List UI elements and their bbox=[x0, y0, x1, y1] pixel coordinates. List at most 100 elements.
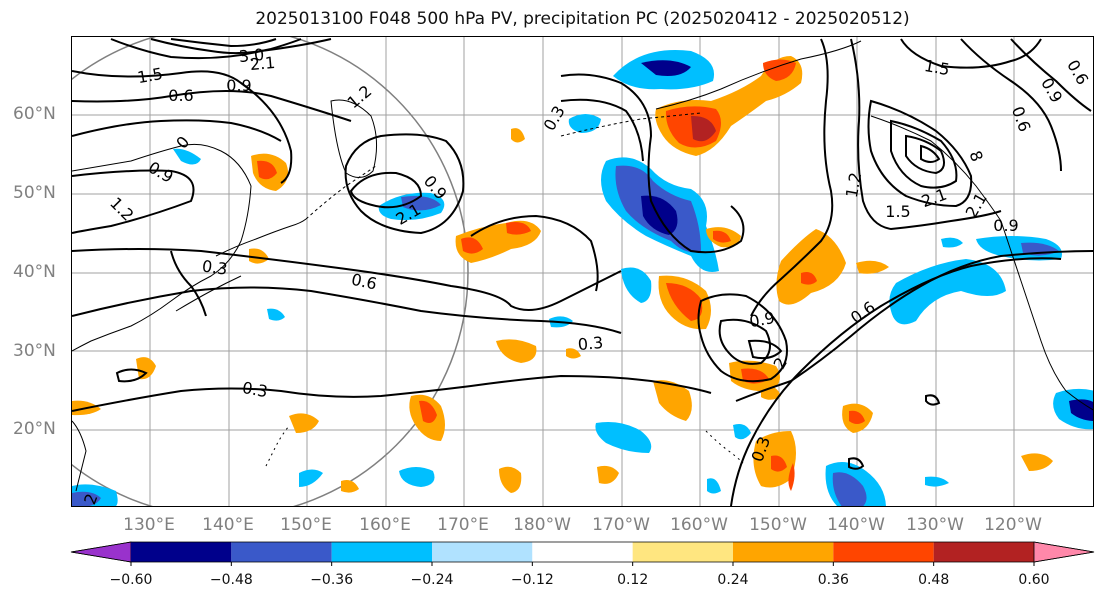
contour-label: 0.3 bbox=[241, 378, 269, 401]
precip-blob-pos bbox=[136, 357, 156, 380]
coastline-asia bbox=[72, 143, 252, 352]
contour-label: 0.9 bbox=[1037, 74, 1066, 106]
colorbar-tick-label: −0.24 bbox=[410, 572, 454, 588]
contour-label: 1.5 bbox=[923, 56, 951, 79]
precip-blob-neg bbox=[889, 259, 1006, 325]
pv-contour bbox=[925, 394, 941, 406]
precip-blob-pos bbox=[461, 237, 483, 254]
precip-blob-neg bbox=[401, 196, 441, 211]
pv-contour bbox=[730, 257, 1062, 506]
precip-blob-neg bbox=[707, 478, 721, 494]
lat-label-40n: 40°N bbox=[13, 262, 56, 282]
colorbar-segment bbox=[331, 542, 432, 562]
coastline-islands-pacific bbox=[265, 425, 290, 467]
precip-blob-neg bbox=[267, 308, 285, 321]
precip-blob-pos bbox=[713, 230, 731, 243]
precip-blob-pos bbox=[496, 339, 537, 363]
coastlines bbox=[72, 40, 1093, 492]
precip-blob-pos bbox=[249, 248, 269, 264]
coastline-japan bbox=[215, 218, 307, 257]
colorbar-tick-label: 0.48 bbox=[918, 572, 950, 588]
pv-contour bbox=[72, 169, 195, 234]
precip-blob-pos bbox=[653, 380, 692, 421]
precip-blob-neg bbox=[941, 237, 963, 248]
contour-label: 1.5 bbox=[136, 64, 164, 87]
lon-label-170w: 170°W bbox=[592, 515, 650, 535]
colorbar-tick-label: −0.36 bbox=[310, 572, 354, 588]
coastline-kamchatka bbox=[330, 99, 377, 178]
lon-label-130e: 130°E bbox=[123, 515, 175, 535]
precip-blob-pos bbox=[788, 463, 795, 491]
pv-contour bbox=[697, 293, 788, 383]
pv-contour bbox=[900, 38, 1042, 69]
pv-contour bbox=[890, 119, 958, 189]
precip-blob-pos bbox=[763, 59, 796, 81]
lat-label-50n: 50°N bbox=[13, 183, 56, 203]
pv-contour bbox=[150, 38, 302, 55]
contour-label: 0.6 bbox=[350, 270, 379, 294]
precip-blob-pos bbox=[566, 348, 581, 359]
precip-blob-neg bbox=[173, 148, 201, 165]
colorbar-tick-label: −0.48 bbox=[209, 572, 253, 588]
precip-blob-pos bbox=[289, 413, 319, 433]
coastline-north-america bbox=[1000, 220, 1093, 411]
contour-label: 1.2 bbox=[344, 81, 376, 112]
contour-label: 0.9 bbox=[748, 308, 776, 331]
colorbar-extend-min bbox=[70, 541, 132, 563]
colorbar-segment bbox=[231, 542, 332, 562]
pv-contour bbox=[560, 73, 745, 254]
precip-blob-pos bbox=[341, 480, 359, 493]
contour-label: 0.6 bbox=[168, 86, 193, 105]
map-panel: 3.0 2.1 1.5 0.6 0.9 1.2 0 0.9 1.2 0.3 0.… bbox=[71, 36, 1094, 507]
precip-blob-pos bbox=[856, 260, 889, 274]
colorbar-tick-label: 0.24 bbox=[717, 572, 749, 588]
lat-label-30n: 30°N bbox=[13, 341, 56, 361]
precip-blob-pos bbox=[776, 229, 846, 305]
range-circle bbox=[72, 37, 469, 506]
pv-contours bbox=[72, 38, 1093, 506]
lon-label-180w: 180°W bbox=[513, 515, 571, 535]
coastline-japan-s bbox=[175, 275, 242, 312]
precip-blob-neg bbox=[621, 267, 652, 303]
colorbar-segment bbox=[131, 542, 232, 562]
precip-blob-pos bbox=[257, 160, 277, 180]
contour-label: 2.1 bbox=[249, 53, 276, 74]
coastline-hawaii bbox=[705, 430, 744, 464]
lon-label-120w: 120°W bbox=[984, 515, 1042, 535]
contour-label: 0.6 bbox=[847, 297, 879, 327]
pv-contour bbox=[72, 248, 622, 311]
pv-contour bbox=[170, 38, 277, 48]
contour-label: 0.6 bbox=[1008, 104, 1035, 134]
pv-contour bbox=[850, 38, 1002, 231]
pv-contour bbox=[110, 38, 332, 60]
precip-blob-pos bbox=[771, 455, 787, 472]
precip-blob-pos bbox=[506, 222, 531, 235]
precip-blob-neg bbox=[1069, 399, 1093, 421]
precip-blob-pos bbox=[511, 128, 525, 143]
precip-blob-neg bbox=[832, 472, 867, 506]
pv-contour bbox=[905, 134, 946, 175]
lon-label-150e: 150°E bbox=[280, 515, 332, 535]
contour-label: 0.3 bbox=[540, 102, 569, 134]
pv-contour bbox=[718, 318, 771, 365]
contour-label: 0.9 bbox=[993, 216, 1018, 235]
coastline-se-alaska bbox=[870, 115, 1002, 222]
map-title: 2025013100 F048 500 hPa PV, precipitatio… bbox=[255, 9, 910, 29]
precip-blob-neg bbox=[641, 195, 678, 235]
lat-label-60n: 60°N bbox=[13, 104, 56, 124]
colorbar bbox=[70, 541, 1095, 566]
pv-contour bbox=[1010, 38, 1092, 112]
lon-label-170e: 170°E bbox=[437, 515, 489, 535]
pv-contour bbox=[170, 250, 207, 317]
precip-blob-pos bbox=[849, 410, 865, 424]
lon-label-160e: 160°E bbox=[359, 515, 411, 535]
coastline-aleutians bbox=[560, 112, 702, 137]
lat-label-20n: 20°N bbox=[13, 419, 56, 439]
contour-label: 0.3 bbox=[201, 256, 229, 278]
pv-contour bbox=[72, 374, 712, 412]
colorbar-segment bbox=[933, 542, 1034, 562]
contour-label: 0.6 bbox=[1063, 56, 1092, 88]
coastline-alaska bbox=[655, 40, 862, 110]
pv-contour bbox=[560, 98, 644, 162]
precip-blob-pos bbox=[691, 115, 716, 142]
